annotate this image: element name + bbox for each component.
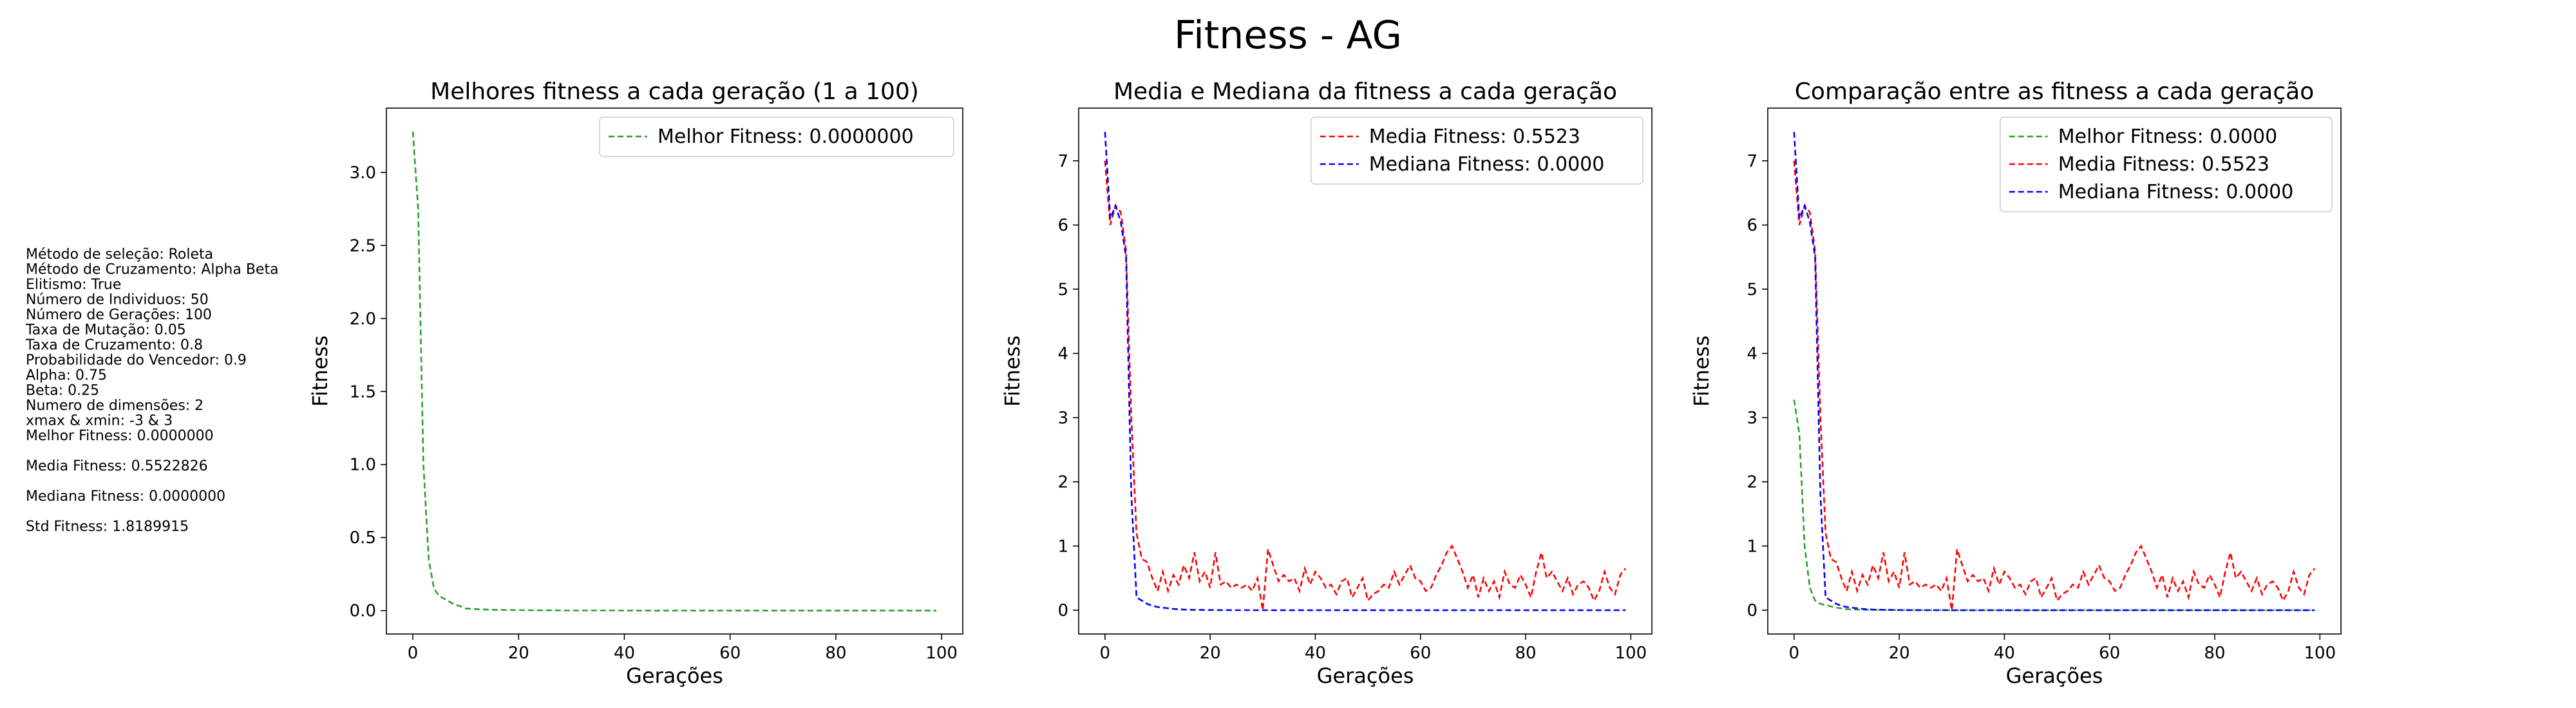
series-line-mean <box>1104 160 1627 611</box>
x-tick-label: 100 <box>1615 644 1647 663</box>
info-line: Método de Cruzamento: Alpha Beta <box>26 262 279 278</box>
y-tick-label: 0.0 <box>350 602 376 621</box>
y-axis-label: Fitness <box>308 335 332 407</box>
y-tick-label: 3 <box>1747 409 1757 428</box>
y-tick-label: 1 <box>1747 537 1757 556</box>
plots-group: Melhores fitness a cada geração (1 a 100… <box>308 79 2342 688</box>
series-line-mean <box>1793 160 2316 611</box>
legend-label: Media Fitness: 0.5523 <box>2058 153 2269 176</box>
info-line: Beta: 0.25 <box>26 383 99 399</box>
chart-legend: Melhor Fitness: 0.0000000 <box>599 116 954 157</box>
chart-panel-3: Comparação entre as fitness a cada geraç… <box>1689 79 2342 688</box>
y-tick-label: 5 <box>1747 280 1757 299</box>
x-tick-label: 60 <box>719 644 741 663</box>
chart-title: Comparação entre as fitness a cada geraç… <box>1795 79 2314 105</box>
figure-title: Fitness - AG <box>1174 13 1402 58</box>
legend-box <box>599 116 954 157</box>
info-line: Probabilidade do Vencedor: 0.9 <box>26 353 247 369</box>
y-tick-label: 2 <box>1057 473 1068 492</box>
y-tick-label: 5 <box>1057 280 1068 299</box>
y-tick-label: 4 <box>1057 344 1068 364</box>
info-line: Taxa de Cruzamento: 0.8 <box>25 337 203 353</box>
series-line-median <box>1793 131 2315 611</box>
x-tick-label: 40 <box>1305 644 1326 663</box>
x-tick-label: 60 <box>2099 644 2120 663</box>
chart-legend: Media Fitness: 0.5523 Mediana Fitness: 0.… <box>1311 116 1643 185</box>
chart-title: Media e Mediana da fitness a cada geraçã… <box>1113 79 1617 105</box>
info-line <box>26 474 30 490</box>
x-axis-label: Gerações <box>626 664 723 688</box>
plot-area-frame <box>1078 107 1653 635</box>
x-axis-label: Gerações <box>2006 664 2103 688</box>
info-line: Numero de dimensões: 2 <box>26 398 204 414</box>
chart-title: Melhores fitness a cada geração (1 a 100… <box>430 79 919 105</box>
info-line: Número de Individuos: 50 <box>26 292 209 308</box>
info-line <box>26 443 30 460</box>
x-tick-label: 0 <box>408 644 419 663</box>
y-tick-label: 2.0 <box>350 310 376 329</box>
info-line: Media Fitness: 0.5522826 <box>26 458 208 474</box>
y-tick-label: 0 <box>1057 601 1068 620</box>
plot-area-frame <box>386 107 963 635</box>
x-tick-label: 20 <box>1889 644 1910 663</box>
x-tick-label: 100 <box>2304 644 2336 663</box>
y-tick-label: 6 <box>1057 216 1068 236</box>
y-tick-label: 3 <box>1057 409 1068 428</box>
y-tick-label: 3.0 <box>350 163 376 183</box>
y-tick-label: 7 <box>1057 152 1068 171</box>
run-parameters-text: Método de seleção: Roleta Método de Cruza… <box>25 247 279 535</box>
x-tick-label: 100 <box>925 644 958 663</box>
chart-legend: Melhor Fitness: 0.0000 Media Fitness: 0.5… <box>2000 116 2333 212</box>
x-tick-label: 60 <box>1410 644 1431 663</box>
y-tick-label: 0.5 <box>350 528 376 548</box>
x-tick-label: 40 <box>1994 644 2015 663</box>
series-line-best <box>412 131 936 612</box>
info-line: Mediana Fitness: 0.0000000 <box>26 489 225 505</box>
info-line: Número de Gerações: 100 <box>26 307 212 323</box>
x-tick-label: 20 <box>1200 644 1221 663</box>
info-line: Taxa de Mutação: 0.05 <box>25 322 186 339</box>
y-axis-label: Fitness <box>1689 335 1714 407</box>
info-line: Alpha: 0.75 <box>26 368 107 384</box>
x-tick-label: 20 <box>508 644 529 663</box>
x-tick-label: 80 <box>825 644 846 663</box>
x-tick-label: 0 <box>1789 644 1800 663</box>
legend-label: Melhor Fitness: 0.0000000 <box>658 126 914 148</box>
plot-area-frame <box>1767 107 2342 635</box>
y-tick-label: 2 <box>1747 473 1757 492</box>
x-tick-label: 40 <box>614 644 635 663</box>
x-axis-label: Gerações <box>1317 664 1414 688</box>
y-tick-label: 7 <box>1747 152 1757 171</box>
y-tick-label: 1.5 <box>350 382 376 402</box>
info-line <box>26 504 30 520</box>
x-tick-label: 80 <box>2204 644 2225 663</box>
y-tick-label: 1.0 <box>350 456 376 475</box>
legend-label: Melhor Fitness: 0.0000 <box>2058 126 2277 148</box>
chart-panel-2: Media e Mediana da fitness a cada geraçã… <box>1000 79 1653 688</box>
series-line-best <box>1793 399 2315 611</box>
x-tick-label: 0 <box>1100 644 1111 663</box>
y-tick-label: 6 <box>1747 216 1757 236</box>
series-line-median <box>1104 131 1626 611</box>
x-tick-label: 80 <box>1515 644 1536 663</box>
y-tick-label: 4 <box>1747 344 1757 364</box>
y-tick-label: 1 <box>1057 537 1068 556</box>
info-line: Melhor Fitness: 0.0000000 <box>26 428 214 444</box>
info-line: Std Fitness: 1.8189915 <box>26 519 189 535</box>
y-axis-label: Fitness <box>1000 335 1025 407</box>
legend-label: Mediana Fitness: 0.0000 <box>1369 153 1605 176</box>
info-line: Elitismo: True <box>26 277 121 293</box>
y-tick-label: 2.5 <box>350 236 376 256</box>
legend-box <box>2000 116 2333 212</box>
info-line: xmax & xmin: -3 & 3 <box>26 413 173 429</box>
legend-label: Mediana Fitness: 0.0000 <box>2058 181 2294 203</box>
info-line: Método de seleção: Roleta <box>26 247 213 263</box>
legend-label: Media Fitness: 0.5523 <box>1369 126 1580 148</box>
legend-box <box>1311 116 1643 185</box>
y-tick-label: 0 <box>1747 601 1757 620</box>
chart-panel-1: Melhores fitness a cada geração (1 a 100… <box>308 79 963 688</box>
